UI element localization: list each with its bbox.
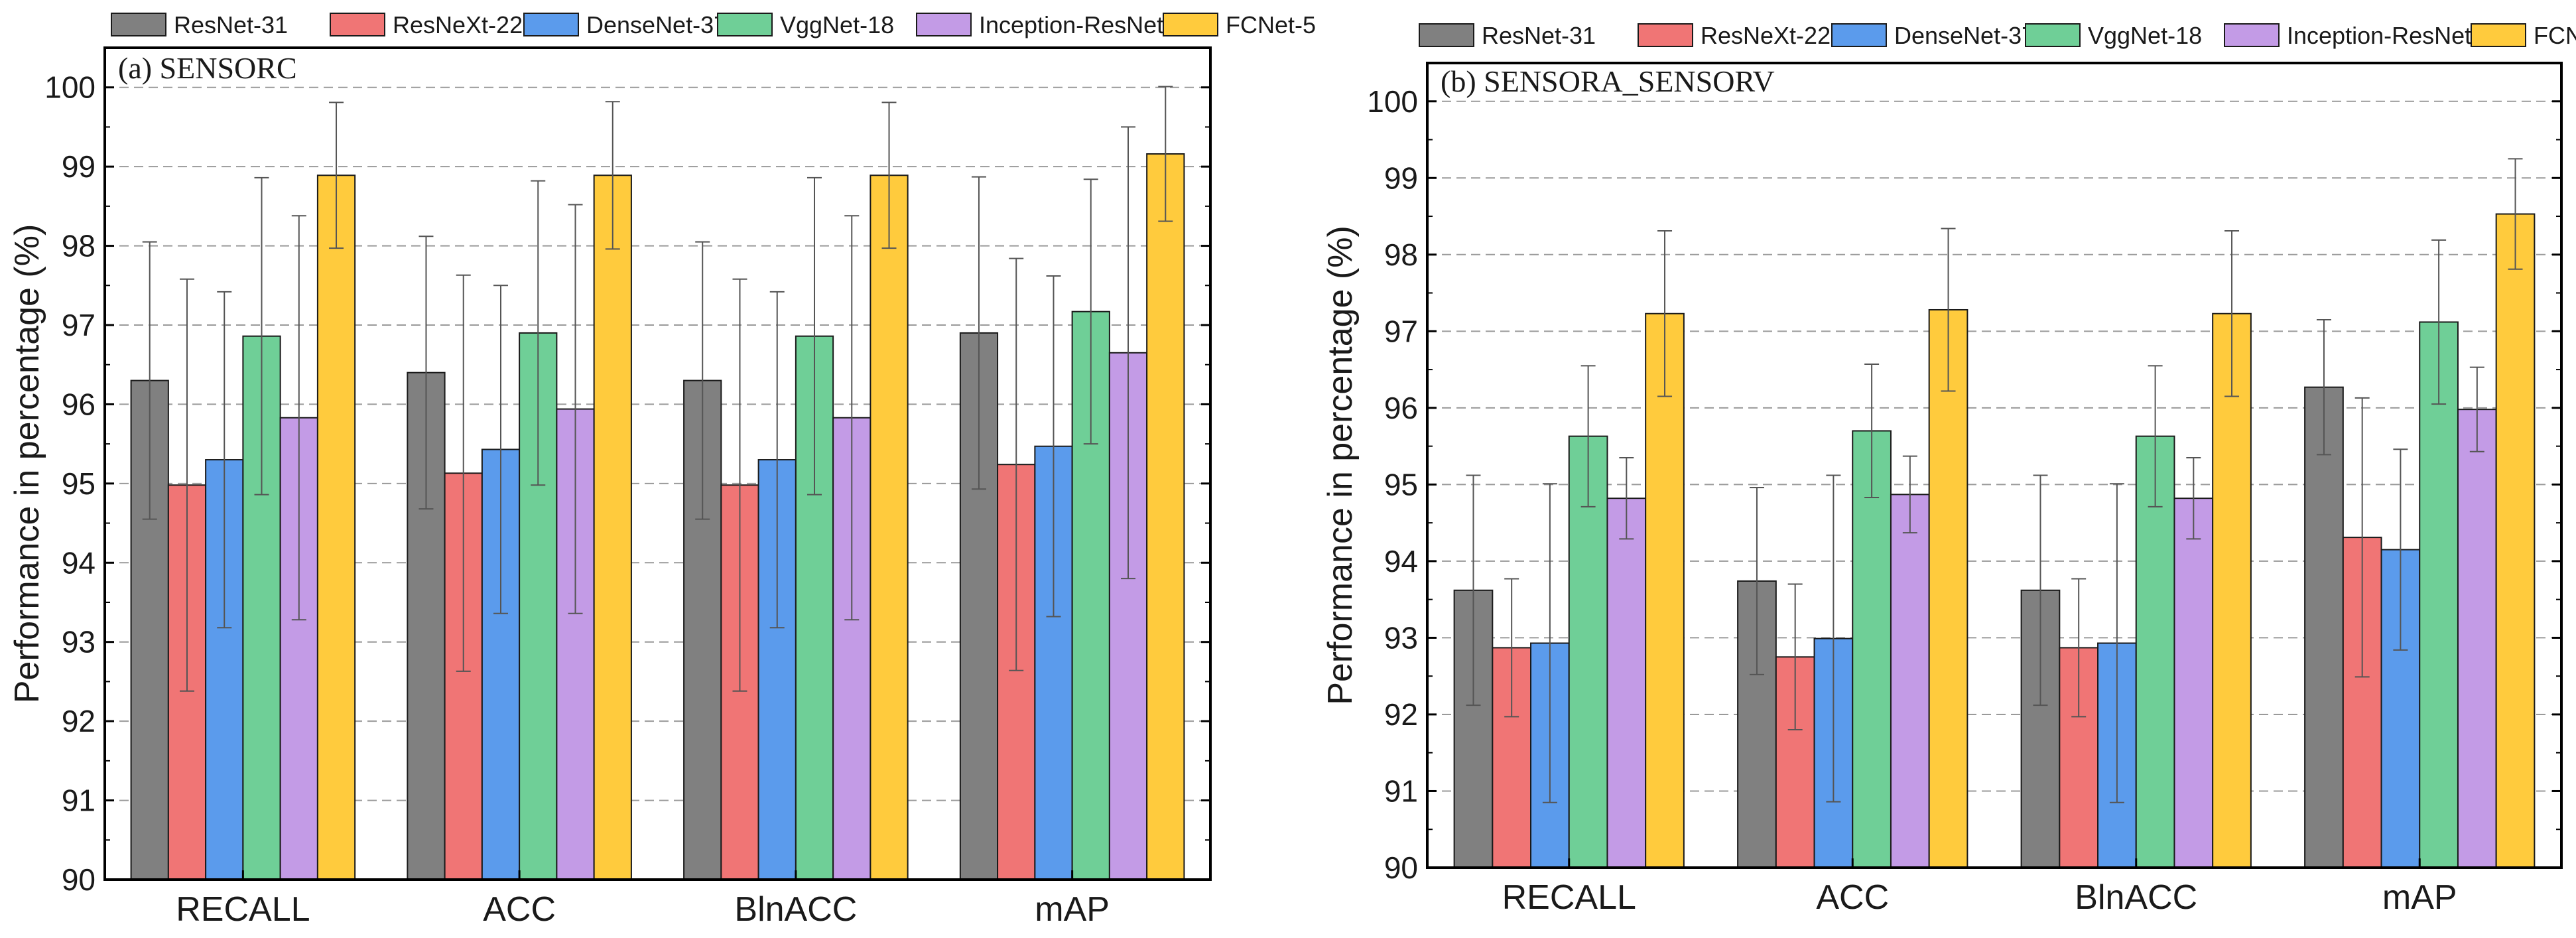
y-tick-label: 95 bbox=[1384, 467, 1418, 502]
y-tick-label: 96 bbox=[1384, 391, 1418, 425]
legend-label: VggNet-18 bbox=[780, 11, 894, 38]
legend-label: FCNet-5 bbox=[1226, 11, 1316, 38]
legend-label: ResNeXt-22 bbox=[393, 11, 523, 38]
plot-frame bbox=[1426, 62, 2563, 869]
legend-label: ResNeXt-22 bbox=[1701, 22, 1831, 49]
bar-vggnet-18-recall bbox=[1568, 435, 1608, 868]
bar-fcnet-5-map bbox=[1146, 153, 1185, 880]
legend-label: FCNet-5 bbox=[2534, 22, 2576, 49]
x-category-label: mAP bbox=[2382, 878, 2457, 917]
legend-label: DenseNet-37 bbox=[586, 11, 727, 38]
x-category-label: RECALL bbox=[176, 890, 310, 929]
legend-swatch bbox=[916, 13, 972, 36]
bar-resnet-31-map bbox=[2304, 386, 2344, 868]
bar-fcnet-5-blnacc bbox=[2212, 312, 2252, 868]
legend-swatch bbox=[111, 13, 166, 36]
legend-swatch bbox=[1831, 23, 1887, 47]
x-category-label: ACC bbox=[483, 890, 556, 929]
chart-panel-b: 90 91 92 93 94 95 96 97 98 99 100 RECALL ACC BlnACC mA… bbox=[1321, 22, 2576, 917]
bar-vggnet-18-blnacc bbox=[2135, 435, 2175, 868]
bar-fcnet-5-acc bbox=[593, 174, 632, 880]
bar-inception-resnet-59-recall bbox=[1606, 498, 1647, 868]
bar-inception-resnet-59-map bbox=[2457, 409, 2497, 868]
x-category-label: BlnACC bbox=[734, 890, 857, 929]
bar-fcnet-5-blnacc bbox=[869, 174, 909, 880]
y-tick-label: 95 bbox=[62, 466, 96, 501]
y-tick-label: 100 bbox=[44, 70, 96, 105]
bar-fcnet-5-recall bbox=[1645, 312, 1685, 868]
legend-label: Inception-ResNet-59 bbox=[979, 11, 1198, 38]
y-tick-label: 92 bbox=[1384, 697, 1418, 732]
y-tick-label: 99 bbox=[1384, 161, 1418, 195]
y-tick-label: 94 bbox=[62, 545, 96, 580]
y-tick-label: 90 bbox=[62, 862, 96, 897]
bar-vggnet-18-map bbox=[2419, 321, 2459, 869]
y-tick-label: 100 bbox=[1367, 84, 1418, 119]
y-tick-label: 91 bbox=[62, 783, 96, 818]
y-tick-label: 92 bbox=[62, 704, 96, 738]
y-tick-label: 97 bbox=[1384, 314, 1418, 348]
x-category-label: BlnACC bbox=[2075, 878, 2197, 917]
bar-fcnet-5-acc bbox=[1928, 308, 1968, 868]
y-axis-title: Performance in percentage (%) bbox=[8, 224, 46, 704]
legend-swatch bbox=[523, 13, 579, 36]
y-tick-label: 98 bbox=[1384, 237, 1418, 272]
legend-label: Inception-ResNet-59 bbox=[2287, 22, 2506, 49]
y-tick-label: 94 bbox=[1384, 544, 1418, 578]
plot-frame bbox=[103, 46, 1212, 881]
y-tick-label: 97 bbox=[62, 308, 96, 342]
legend-swatch bbox=[717, 13, 773, 36]
bar-inception-resnet-59-blnacc bbox=[2173, 498, 2214, 868]
legend-swatch bbox=[2471, 23, 2526, 47]
panel-title: (a) SENSORC bbox=[118, 51, 297, 85]
legend-label: ResNet-31 bbox=[174, 11, 288, 38]
legend-label: VggNet-18 bbox=[2088, 22, 2202, 49]
y-tick-label: 96 bbox=[62, 387, 96, 421]
y-tick-label: 90 bbox=[1384, 850, 1418, 885]
bar-fcnet-5-map bbox=[2495, 213, 2536, 868]
legend-swatch bbox=[1163, 13, 1218, 36]
y-tick-label: 98 bbox=[62, 229, 96, 263]
x-category-label: ACC bbox=[1816, 878, 1889, 917]
legend-swatch bbox=[1638, 23, 1693, 47]
y-tick-label: 99 bbox=[62, 149, 96, 184]
panel-title: (b) SENSORA_SENSORV bbox=[1441, 64, 1775, 98]
x-category-label: mAP bbox=[1035, 890, 1110, 929]
chart-panel-a: 90 91 92 93 94 95 96 97 98 99 100 RECALL ACC BlnACC mA… bbox=[8, 11, 1316, 929]
bar-vggnet-18-acc bbox=[1852, 430, 1892, 868]
legend-label: ResNet-31 bbox=[1482, 22, 1596, 49]
bar-inception-resnet-59-acc bbox=[1890, 494, 1930, 868]
x-category-label: RECALL bbox=[1502, 878, 1636, 917]
legend-swatch bbox=[330, 13, 385, 36]
legend-swatch bbox=[1419, 23, 1474, 47]
legend-swatch bbox=[2025, 23, 2081, 47]
y-tick-label: 93 bbox=[62, 625, 96, 659]
y-tick-label: 93 bbox=[1384, 620, 1418, 655]
y-axis-title: Performance in percentage (%) bbox=[1321, 226, 1360, 705]
bar-fcnet-5-recall bbox=[316, 174, 356, 880]
y-tick-label: 91 bbox=[1384, 773, 1418, 808]
legend-label: DenseNet-37 bbox=[1894, 22, 2035, 49]
legend-swatch bbox=[2224, 23, 2280, 47]
